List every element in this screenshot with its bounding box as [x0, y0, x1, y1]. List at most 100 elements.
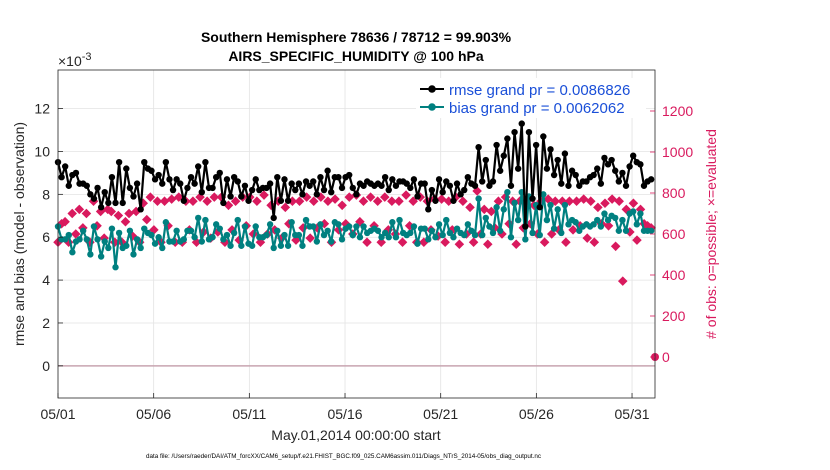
series-point	[198, 188, 205, 196]
series-point	[317, 173, 324, 181]
series-point	[536, 204, 543, 211]
series-point	[151, 240, 159, 247]
x-tick-label: 05/01	[40, 406, 75, 422]
series-point	[115, 158, 123, 166]
series-point	[629, 152, 637, 159]
series-point	[119, 199, 126, 207]
series-point	[500, 152, 507, 159]
x-tick-label: 05/16	[327, 406, 362, 422]
series-point	[446, 229, 454, 237]
series-point	[108, 225, 116, 232]
obs-possible-point	[479, 204, 489, 215]
y-tick-label: 8	[42, 186, 50, 202]
series-point	[554, 206, 561, 213]
series-point	[547, 201, 554, 209]
series-point	[507, 234, 515, 241]
series-point	[90, 195, 98, 202]
series-point	[540, 191, 547, 198]
series-point	[335, 221, 342, 228]
series-point	[453, 225, 461, 232]
series-point	[123, 165, 130, 172]
series-point	[601, 154, 608, 162]
y-exponent-power: -3	[82, 51, 92, 63]
series-point	[177, 180, 184, 187]
obs-possible-point	[578, 194, 589, 204]
series-point	[529, 229, 536, 237]
series-point	[187, 227, 195, 234]
series-point	[550, 171, 558, 179]
series-point	[180, 236, 188, 243]
series-point	[565, 221, 572, 228]
series-point	[112, 199, 119, 207]
series-point	[547, 146, 554, 153]
series-point	[159, 180, 166, 187]
series-line	[56, 191, 652, 269]
obs-possible-point	[632, 235, 642, 245]
obs-possible-point	[124, 208, 134, 219]
series-point	[410, 223, 418, 230]
series-point	[238, 193, 245, 200]
series-point	[457, 191, 464, 198]
series-point	[432, 234, 439, 241]
obs-possible-point	[188, 196, 198, 206]
series-point	[155, 171, 162, 179]
series-point	[356, 234, 364, 241]
obs-possible-point	[106, 206, 117, 217]
series-point	[126, 184, 134, 192]
obs-possible-point	[365, 192, 376, 202]
y-exponent-base: ×10	[58, 53, 82, 69]
series-point	[507, 182, 515, 189]
series-point	[248, 186, 256, 194]
series-point	[195, 163, 202, 170]
series-point	[324, 227, 331, 234]
series-point	[482, 214, 490, 222]
series-point	[403, 180, 410, 187]
y-right-tick-label: 200	[662, 308, 686, 324]
series-point	[266, 221, 274, 228]
series-point	[202, 216, 209, 224]
series-point	[72, 169, 80, 177]
series-point	[443, 178, 450, 185]
obs-possible-point	[465, 202, 475, 213]
obs-possible-point	[60, 216, 70, 227]
obs-possible-point	[401, 190, 411, 200]
series-point	[230, 173, 238, 181]
series-point	[126, 227, 134, 234]
series-point	[360, 182, 367, 189]
series-point	[421, 180, 428, 187]
series-point	[220, 236, 227, 243]
series-point	[65, 231, 72, 239]
series-point	[604, 216, 612, 224]
obs-possible-point	[571, 196, 582, 206]
y-tick-label: 10	[34, 143, 50, 159]
series-point	[479, 231, 486, 239]
series-point	[79, 227, 87, 234]
obs-possible-point	[209, 192, 220, 202]
series-point	[615, 178, 623, 185]
x-tick-label: 05/31	[615, 406, 650, 422]
obs-possible-point	[362, 237, 372, 247]
obs-possible-point	[628, 198, 639, 209]
series-point	[123, 242, 130, 249]
series-point	[619, 169, 626, 177]
obs-possible-point	[614, 196, 624, 206]
series-point	[83, 236, 90, 243]
obs-possible-point	[294, 196, 305, 206]
obs-possible-point	[376, 237, 386, 247]
series-point	[270, 214, 277, 222]
series-point	[381, 229, 389, 237]
series-point	[191, 234, 198, 241]
series-point	[227, 193, 234, 200]
series-point	[130, 251, 137, 258]
obs-possible-point	[67, 208, 77, 219]
series-point	[338, 236, 346, 243]
obs-possible-point	[454, 239, 465, 250]
series-point	[597, 180, 605, 187]
series-point	[536, 231, 543, 239]
series-point	[389, 219, 396, 226]
series-point	[288, 219, 295, 226]
series-point	[601, 210, 608, 217]
series-point	[428, 186, 436, 194]
series-point	[561, 150, 569, 157]
